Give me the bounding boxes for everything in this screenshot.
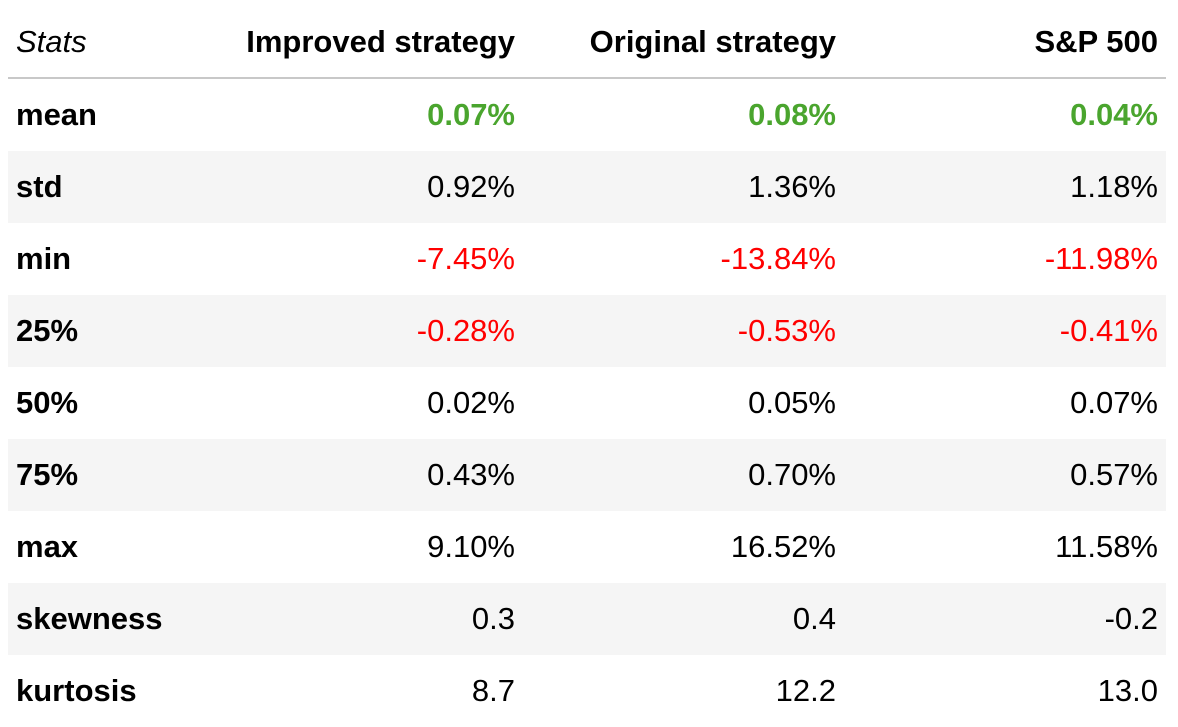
cell-original: 12.2 — [775, 673, 836, 708]
row-label: skewness — [16, 601, 163, 636]
cell-original: 16.52% — [730, 529, 836, 564]
cell-original: -0.53% — [737, 313, 836, 348]
cell-sp500: 0.57% — [1070, 457, 1158, 492]
cell-improved: 0.43% — [427, 457, 515, 492]
cell-sp500: 11.58% — [1055, 529, 1158, 564]
row-label: 25% — [16, 313, 79, 348]
row-label: max — [16, 529, 79, 564]
header-original-strategy: Original strategy — [589, 23, 836, 59]
table-row-max: max 9.10% 16.52% 11.58% — [8, 511, 1166, 583]
cell-improved: 9.10% — [427, 529, 515, 564]
table-row-25pct: 25% -0.28% -0.53% -0.41% — [8, 295, 1166, 367]
header-sp500: S&P 500 — [1034, 23, 1158, 59]
table-row-skewness: skewness 0.3 0.4 -0.2 — [8, 583, 1166, 655]
row-label: 75% — [16, 457, 79, 492]
cell-improved: 8.7 — [471, 673, 515, 708]
cell-improved: -7.45% — [416, 241, 515, 276]
table-row-std: std 0.92% 1.36% 1.18% — [8, 151, 1166, 223]
cell-original: 0.70% — [748, 457, 836, 492]
row-label: kurtosis — [16, 673, 137, 708]
cell-sp500: -11.98% — [1044, 241, 1158, 276]
cell-sp500: -0.41% — [1059, 313, 1158, 348]
cell-improved: 0.02% — [427, 385, 515, 420]
cell-sp500: 1.18% — [1070, 169, 1158, 204]
cell-original: 0.08% — [748, 97, 836, 132]
cell-original: -13.84% — [720, 241, 836, 276]
header-stats: Stats — [16, 23, 87, 59]
row-label: std — [16, 169, 63, 204]
row-label: 50% — [16, 385, 79, 420]
cell-improved: 0.07% — [427, 97, 515, 132]
cell-original: 0.4 — [792, 601, 836, 636]
cell-original: 0.05% — [748, 385, 836, 420]
table-header-row: Stats Improved strategy Original strateg… — [8, 6, 1166, 79]
table-row-kurtosis: kurtosis 8.7 12.2 13.0 — [8, 655, 1166, 727]
table-row-75pct: 75% 0.43% 0.70% 0.57% — [8, 439, 1166, 511]
row-label: mean — [16, 97, 97, 132]
cell-improved: 0.3 — [471, 601, 515, 636]
table-row-mean: mean 0.07% 0.08% 0.04% — [8, 79, 1166, 151]
cell-improved: -0.28% — [416, 313, 515, 348]
cell-sp500: 13.0 — [1097, 673, 1158, 708]
row-label: min — [16, 241, 72, 276]
cell-sp500: -0.2 — [1104, 601, 1158, 636]
stats-table: Stats Improved strategy Original strateg… — [8, 6, 1166, 727]
cell-sp500: 0.04% — [1070, 97, 1158, 132]
cell-improved: 0.92% — [427, 169, 515, 204]
table-row-50pct: 50% 0.02% 0.05% 0.07% — [8, 367, 1166, 439]
table-row-min: min -7.45% -13.84% -11.98% — [8, 223, 1166, 295]
cell-sp500: 0.07% — [1070, 385, 1158, 420]
cell-original: 1.36% — [748, 169, 836, 204]
header-improved-strategy: Improved strategy — [246, 23, 515, 59]
